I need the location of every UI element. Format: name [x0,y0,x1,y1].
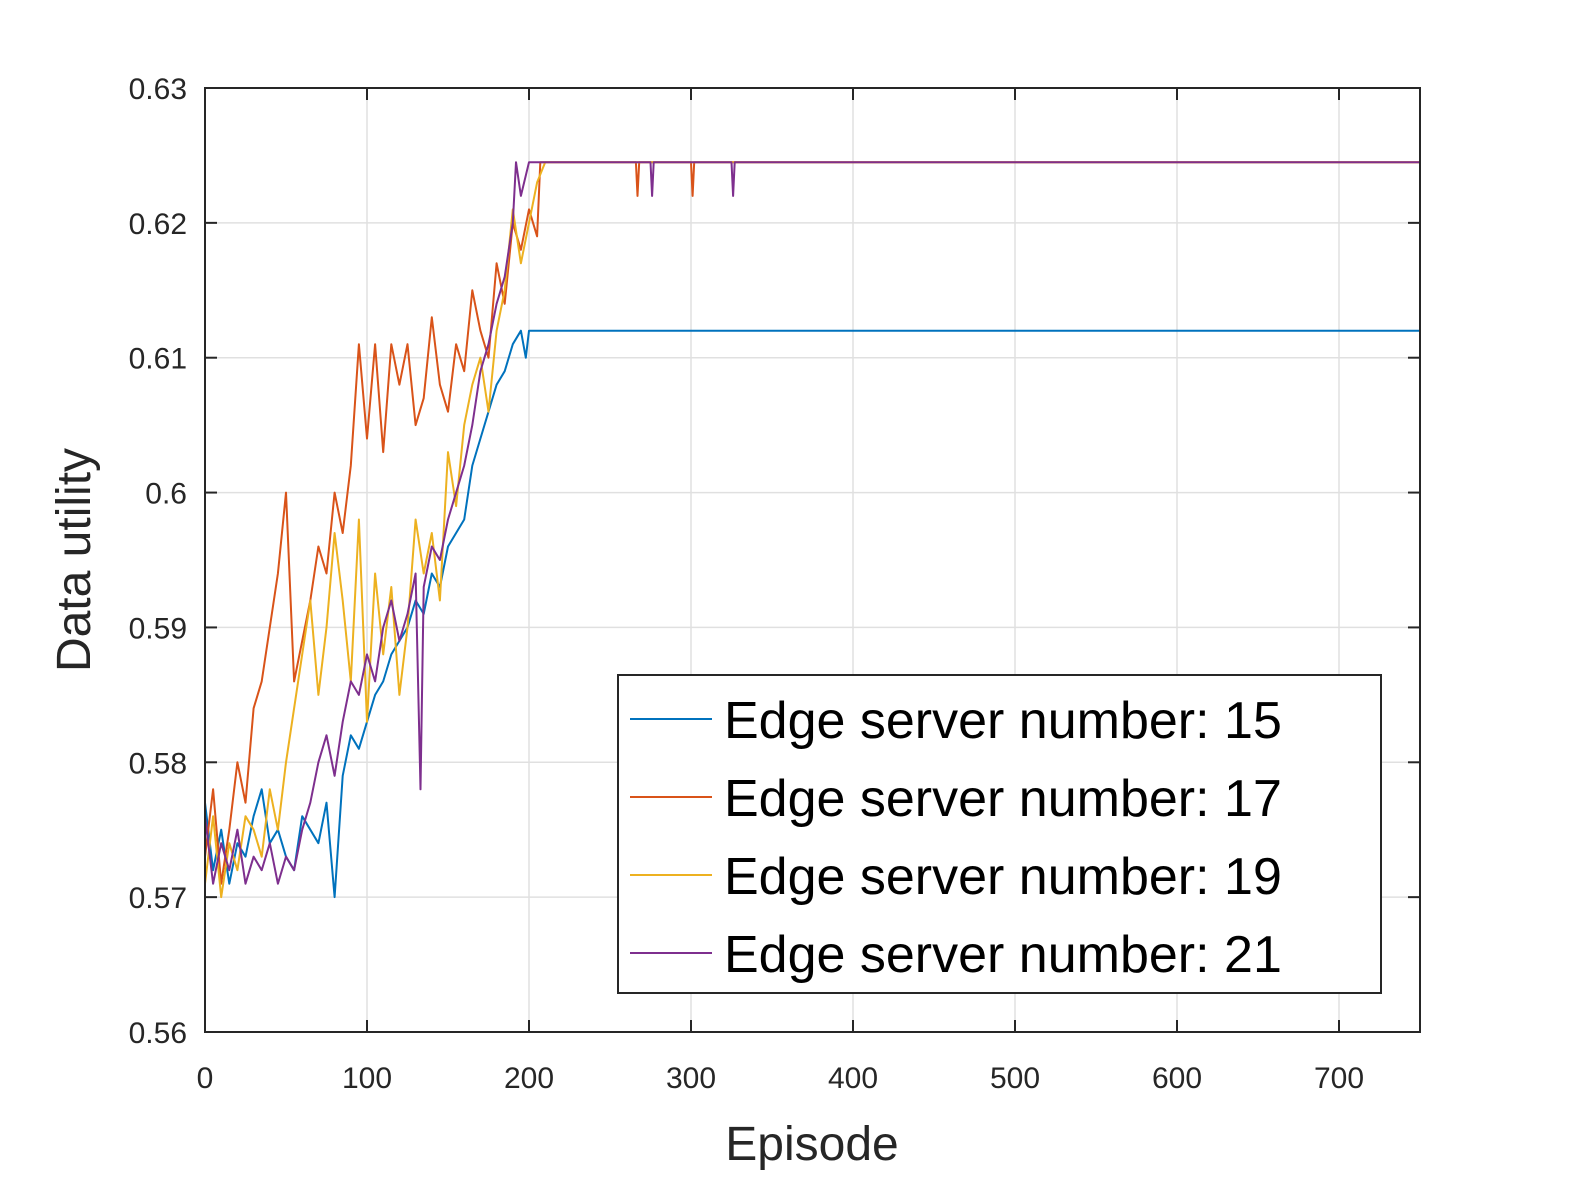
x-tick-label: 700 [1314,1062,1364,1095]
x-axis-label: Episode [725,1118,898,1171]
y-tick-labels: 0.56 0.57 0.58 0.59 0.6 0.61 0.62 0.63 [129,73,187,1050]
series-group [204,161,1420,899]
y-tick-label: 0.58 [129,747,187,780]
y-tick-label: 0.59 [129,612,187,645]
x-tick-label: 300 [666,1062,716,1095]
x-tick-label: 400 [828,1062,878,1095]
x-tick-label: 500 [990,1062,1040,1095]
legend: Edge server number: 15 Edge server number… [617,674,1382,994]
x-tick-label: 600 [1152,1062,1202,1095]
y-tick-label: 0.6 [145,478,187,511]
series-line-3 [204,161,1420,899]
y-tick-label: 0.61 [129,343,187,376]
legend-label-3: Edge server number: 19 [724,848,1282,906]
legend-label-4: Edge server number: 21 [724,926,1282,984]
legend-label-1: Edge server number: 15 [724,692,1282,750]
y-tick-label: 0.63 [129,73,187,106]
y-tick-label: 0.56 [129,1017,187,1050]
y-tick-label: 0.57 [129,882,187,915]
x-tick-label: 200 [504,1062,554,1095]
plot-frame [204,87,1421,1033]
legend-box [617,674,1382,994]
x-tick-label: 100 [342,1062,392,1095]
series-line-4 [204,161,1420,885]
x-tick-label: 0 [197,1062,214,1095]
x-tick-labels: 0 100 200 300 400 500 600 700 [197,1062,1364,1095]
ticks [204,87,1420,1033]
series-line-2 [204,161,1420,885]
y-axis-label: Data utility [48,448,101,672]
legend-label-2: Edge server number: 17 [724,770,1282,828]
y-tick-label: 0.62 [129,208,187,241]
